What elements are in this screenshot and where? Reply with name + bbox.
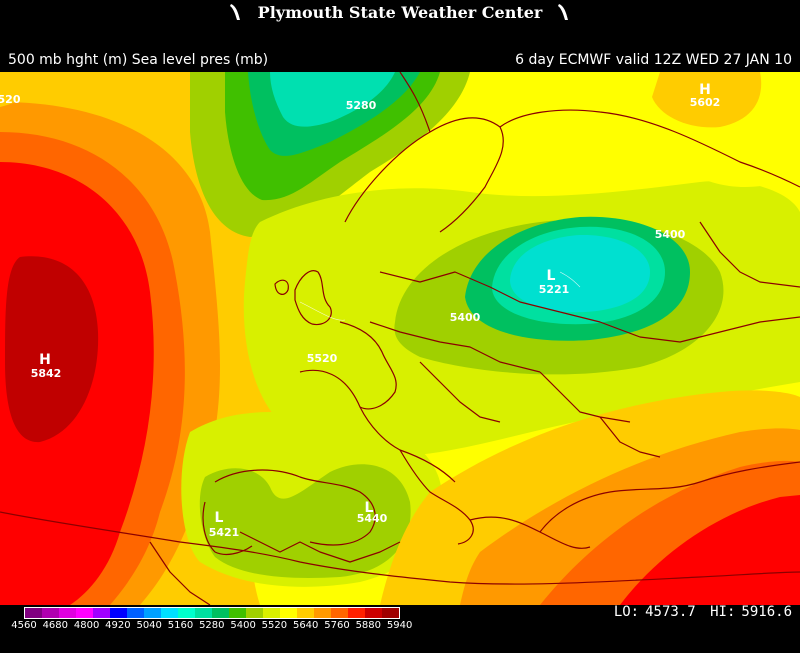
lo-value: 4573.7: [645, 604, 696, 620]
color-swatch: [93, 608, 110, 618]
color-scale-tick-label: 5040: [136, 620, 162, 631]
color-scale-tick-label: 5400: [230, 620, 256, 631]
low-center-value-africa: 5440: [357, 512, 388, 525]
color-scale-tick-label: 4800: [73, 620, 100, 631]
color-swatch: [246, 608, 263, 618]
color-scale-tick-label: 4560: [11, 620, 37, 631]
color-swatch: [348, 608, 365, 618]
color-swatch: [297, 608, 314, 618]
color-swatch: [42, 608, 59, 618]
low-center-marker-poland: L: [547, 268, 556, 284]
height-band-5820-east: [620, 495, 800, 605]
color-scale-tick-label: 4920: [105, 620, 131, 631]
hi-value: 5916.6: [741, 604, 792, 620]
high-center-marker: H: [39, 352, 51, 368]
height-band-5280-north: [270, 72, 395, 127]
high-center-value-ne: 5602: [690, 96, 721, 109]
color-swatch: [178, 608, 195, 618]
height-band-5280-poland: [510, 234, 650, 313]
field-description: 500 mb hght (m) Sea level pres (mb): [8, 52, 269, 68]
isobars: [299, 271, 581, 321]
color-swatch: [76, 608, 93, 618]
color-scale-tick-label: 5640: [292, 620, 319, 631]
color-swatch: [229, 608, 246, 618]
low-center-marker-iberia: L: [215, 510, 224, 526]
color-scale-tick-label: 5940: [386, 620, 413, 631]
color-swatch: [280, 608, 297, 618]
psu-logo-icon: [229, 4, 240, 20]
high-center-value: 5842: [31, 367, 62, 380]
high-center-marker-ne: H: [699, 82, 711, 98]
contour-label-5280: 5280: [346, 99, 377, 112]
pressure-centers: H 5842 H 5602 L 5221 L 5421 L 5440 5280 …: [0, 82, 720, 539]
low-center-value-poland: 5221: [539, 283, 570, 296]
color-scale-tick-label: 5880: [355, 620, 382, 631]
page-title: Plymouth State Weather Center: [257, 2, 543, 22]
contour-label-5520: 5520: [307, 352, 338, 365]
height-band-top-left: [0, 72, 60, 107]
color-swatch: [25, 608, 42, 618]
color-swatch: [263, 608, 280, 618]
forecast-map: H 5842 H 5602 L 5221 L 5421 L 5440 5280 …: [0, 72, 800, 605]
color-swatch: [161, 608, 178, 618]
color-swatch: [382, 608, 399, 618]
color-swatch: [212, 608, 229, 618]
color-swatch: [195, 608, 212, 618]
height-band-5640-ne: [652, 72, 762, 128]
psu-logo-icon-right: [558, 4, 569, 20]
color-swatch: [127, 608, 144, 618]
country-borders: [0, 72, 800, 605]
color-scale-ticks: 4560 4680 4800 4920 5040 5160 5280 5400 5520 5640…: [0, 620, 440, 634]
contour-label-5400-central: 5400: [450, 311, 481, 324]
color-swatch: [110, 608, 127, 618]
field-stats: LO: 4573.7 HI: 5916.6: [608, 604, 792, 620]
color-scale-tick-label: 4680: [42, 620, 69, 631]
contour-label-520-edge: 520: [0, 93, 21, 106]
low-center-marker-africa: L: [365, 500, 374, 516]
color-scale-tick-label: 5760: [324, 620, 350, 631]
valid-time: 6 day ECMWF valid 12Z WED 27 JAN 10: [515, 52, 792, 68]
low-center-value-iberia: 5421: [209, 526, 240, 539]
color-swatch: [59, 608, 76, 618]
height-band-5460-south: [199, 464, 411, 578]
height-band-5880: [5, 256, 99, 443]
contour-label-5400-east: 5400: [655, 228, 686, 241]
color-swatch: [144, 608, 161, 618]
title-bar: Plymouth State Weather Center: [0, 0, 800, 24]
color-scale-bar: [24, 607, 400, 619]
color-swatch: [365, 608, 382, 618]
color-scale-tick-label: 5160: [167, 620, 194, 631]
hi-label: HI:: [710, 604, 736, 620]
color-swatch: [331, 608, 348, 618]
lo-label: LO:: [613, 604, 640, 620]
color-scale-tick-label: 5520: [261, 620, 288, 631]
color-swatch: [314, 608, 331, 618]
map-header: 500 mb hght (m) Sea level pres (mb) 6 da…: [0, 52, 800, 72]
color-scale-tick-label: 5280: [199, 620, 225, 631]
